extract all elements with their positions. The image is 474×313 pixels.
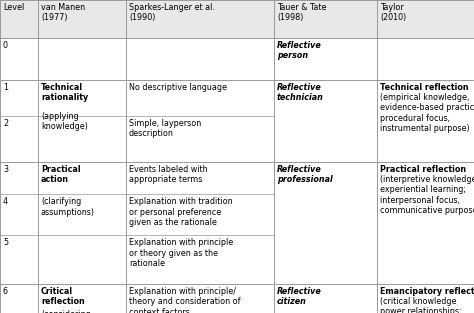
Text: (empirical knowledge,
evidence-based practice;
procedural focus,
instrumental pu: (empirical knowledge, evidence-based pra… — [380, 93, 474, 133]
Text: 1: 1 — [3, 83, 8, 92]
Text: (critical knowledge
power relationships;
political focus,
transformative purpose: (critical knowledge power relationships;… — [380, 297, 474, 313]
Text: 3: 3 — [3, 165, 8, 174]
Text: Reflective
citizen: Reflective citizen — [277, 287, 322, 306]
Text: Technical reflection: Technical reflection — [380, 83, 469, 92]
Text: 0: 0 — [3, 41, 8, 50]
Text: 5: 5 — [3, 238, 8, 247]
Text: Sparkes-Langer et al.
(1990): Sparkes-Langer et al. (1990) — [129, 3, 215, 23]
Text: Reflective
person: Reflective person — [277, 41, 322, 60]
Text: Tauer & Tate
(1998): Tauer & Tate (1998) — [277, 3, 327, 23]
Text: Practical reflection: Practical reflection — [380, 165, 466, 174]
Text: Emancipatory reflection: Emancipatory reflection — [380, 287, 474, 296]
Text: (considering
ethics): (considering ethics) — [41, 310, 91, 313]
Text: Taylor
(2010): Taylor (2010) — [380, 3, 406, 23]
Text: Technical
rationality: Technical rationality — [41, 83, 88, 102]
Text: van Manen
(1977): van Manen (1977) — [41, 3, 85, 23]
Text: Explanation with principle
or theory given as the
rationale: Explanation with principle or theory giv… — [129, 238, 233, 268]
Text: Simple, layperson
description: Simple, layperson description — [129, 119, 201, 138]
Text: Critical
reflection: Critical reflection — [41, 287, 85, 306]
Text: Events labeled with
appropriate terms: Events labeled with appropriate terms — [129, 165, 208, 184]
Text: Explanation with principle/
theory and consideration of
context factors: Explanation with principle/ theory and c… — [129, 287, 240, 313]
Text: Level: Level — [3, 3, 24, 12]
Text: Practical
action: Practical action — [41, 165, 81, 184]
Text: Reflective
technician: Reflective technician — [277, 83, 324, 102]
Text: No descriptive language: No descriptive language — [129, 83, 227, 92]
Bar — [0, 0, 474, 38]
Text: 2: 2 — [3, 119, 8, 128]
Text: (applying
knowledge): (applying knowledge) — [41, 112, 88, 131]
Text: 4: 4 — [3, 197, 8, 206]
Text: Explanation with tradition
or personal preference
given as the rationale: Explanation with tradition or personal p… — [129, 197, 233, 227]
Text: (interpretive knowledge,
experiential learning;
interpersonal focus,
communicati: (interpretive knowledge, experiential le… — [380, 175, 474, 215]
Text: (clarifying
assumptions): (clarifying assumptions) — [41, 197, 95, 217]
Text: Reflective
professional: Reflective professional — [277, 165, 333, 184]
Text: 6: 6 — [3, 287, 8, 296]
